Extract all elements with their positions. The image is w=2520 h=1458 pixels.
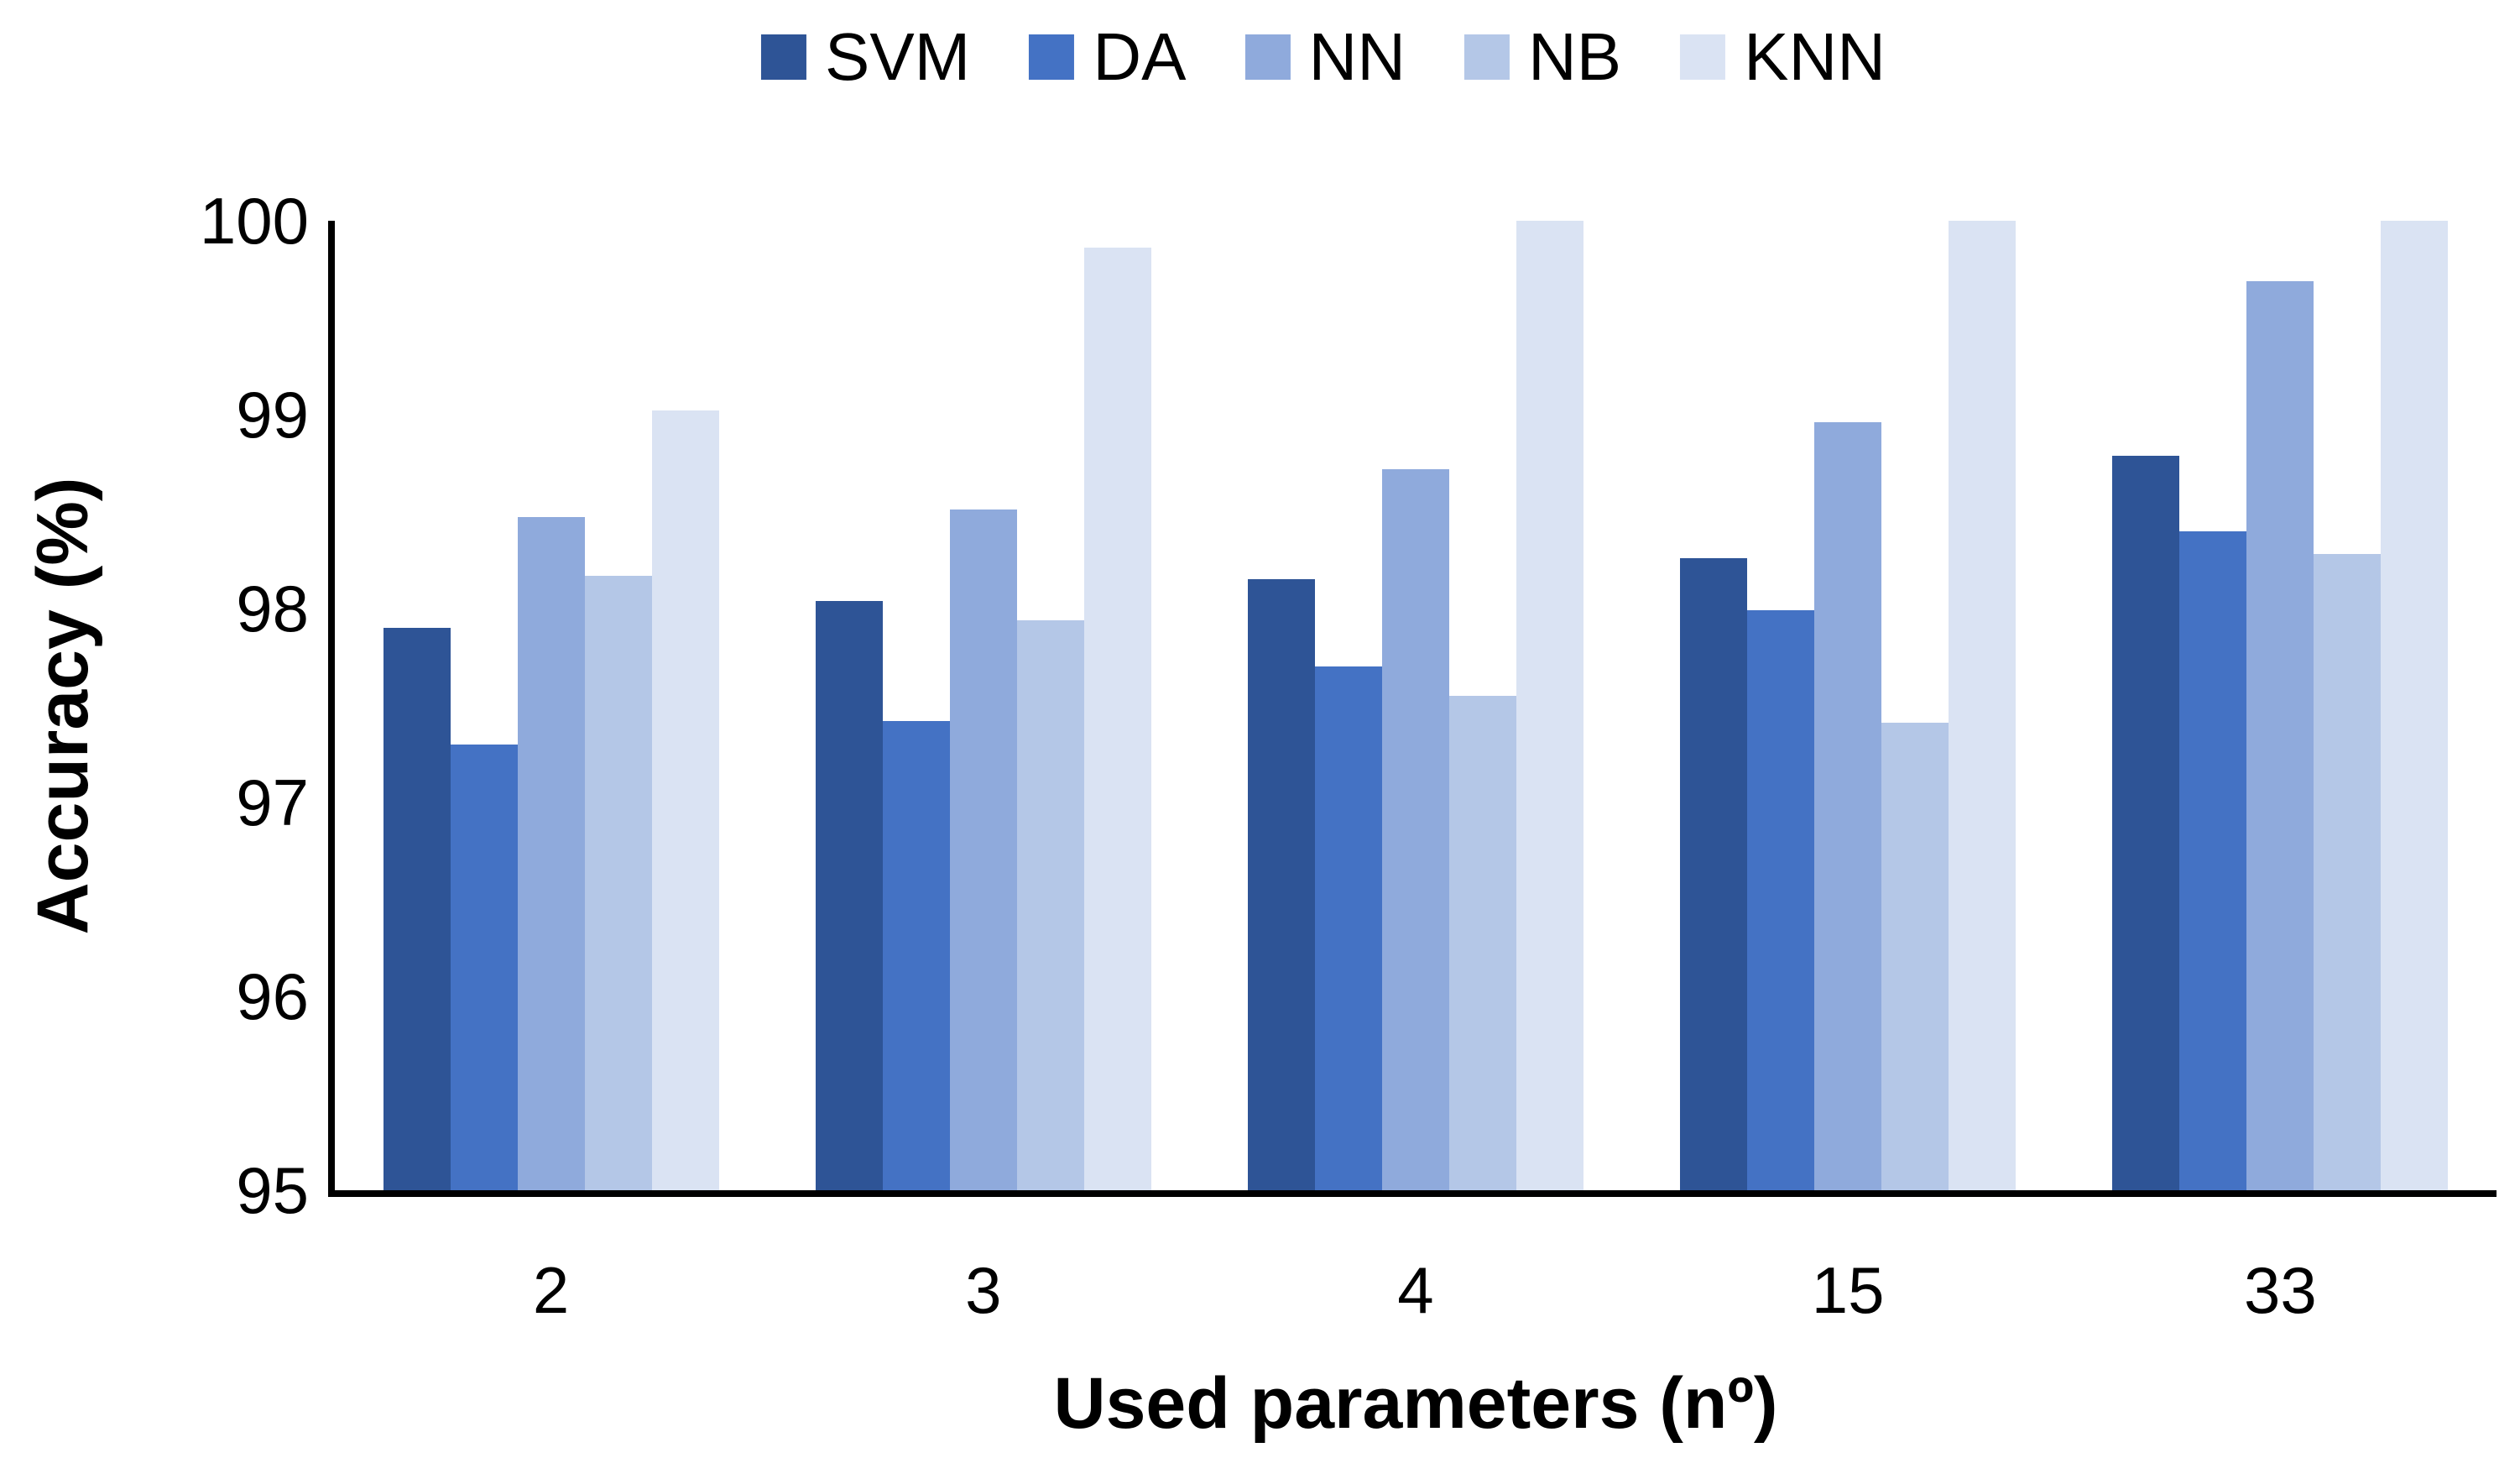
bar-da-2 xyxy=(450,744,518,1190)
x-tick-label-2: 2 xyxy=(532,1253,570,1327)
bar-da-3 xyxy=(882,720,950,1190)
bar-da-4 xyxy=(1315,666,1382,1190)
bar-svm-3 xyxy=(815,600,883,1190)
y-tick-label-95: 95 xyxy=(236,1153,309,1227)
legend-item-da: DA xyxy=(1029,24,1186,91)
bar-svm-33 xyxy=(2112,455,2180,1190)
bar-nb-3 xyxy=(1016,619,1084,1190)
bar-nn-4 xyxy=(1382,468,1449,1190)
chart-legend: SVM DA NN NB KNN xyxy=(760,19,1886,94)
bar-svm-2 xyxy=(383,628,451,1190)
bar-knn-33 xyxy=(2381,221,2449,1190)
bar-nn-33 xyxy=(2246,280,2314,1190)
bar-knn-2 xyxy=(651,410,719,1190)
y-axis-line xyxy=(328,221,335,1197)
bar-nb-4 xyxy=(1449,695,1516,1190)
legend-label-nn: NN xyxy=(1308,19,1406,94)
legend-label-da: DA xyxy=(1093,19,1187,94)
y-tick-label-96: 96 xyxy=(236,959,309,1033)
bar-knn-3 xyxy=(1083,248,1151,1190)
bar-nb-2 xyxy=(584,575,652,1190)
legend-swatch-nn xyxy=(1244,34,1291,80)
legend-swatch-knn xyxy=(1680,34,1726,80)
legend-label-nb: NB xyxy=(1528,19,1622,94)
y-tick-label-99: 99 xyxy=(236,378,309,452)
x-tick-label-3: 3 xyxy=(965,1253,1002,1327)
bar-nn-15 xyxy=(1814,422,1882,1190)
bar-knn-4 xyxy=(1516,221,1583,1190)
y-axis-title: Accuracy (%) xyxy=(23,477,103,934)
legend-label-knn: KNN xyxy=(1744,19,1886,94)
y-tick-label-97: 97 xyxy=(236,766,309,839)
x-tick-label-33: 33 xyxy=(2244,1253,2317,1327)
legend-swatch-nb xyxy=(1464,34,1510,80)
bar-nn-2 xyxy=(517,517,585,1190)
bar-svm-4 xyxy=(1248,579,1315,1190)
x-axis-line xyxy=(328,1190,2497,1197)
legend-swatch-da xyxy=(1029,34,1075,80)
legend-label-svm: SVM xyxy=(824,19,971,94)
bar-nn-3 xyxy=(949,510,1017,1190)
bar-da-15 xyxy=(1747,610,1815,1190)
bar-knn-15 xyxy=(1949,221,2017,1190)
bar-svm-15 xyxy=(1680,557,1748,1190)
bar-nb-15 xyxy=(1881,723,1949,1190)
legend-item-nn: NN xyxy=(1244,24,1406,91)
y-tick-label-98: 98 xyxy=(236,572,309,645)
x-axis-title: Used parameters (nº) xyxy=(1053,1363,1778,1444)
legend-item-nb: NB xyxy=(1464,24,1621,91)
legend-item-knn: KNN xyxy=(1680,24,1886,91)
x-tick-label-4: 4 xyxy=(1397,1253,1434,1327)
bar-da-33 xyxy=(2179,530,2247,1190)
bar-nb-33 xyxy=(2314,554,2382,1190)
y-tick-label-100: 100 xyxy=(199,184,309,258)
legend-swatch-svm xyxy=(760,34,806,80)
legend-item-svm: SVM xyxy=(760,19,971,94)
x-tick-label-15: 15 xyxy=(1811,1253,1885,1327)
